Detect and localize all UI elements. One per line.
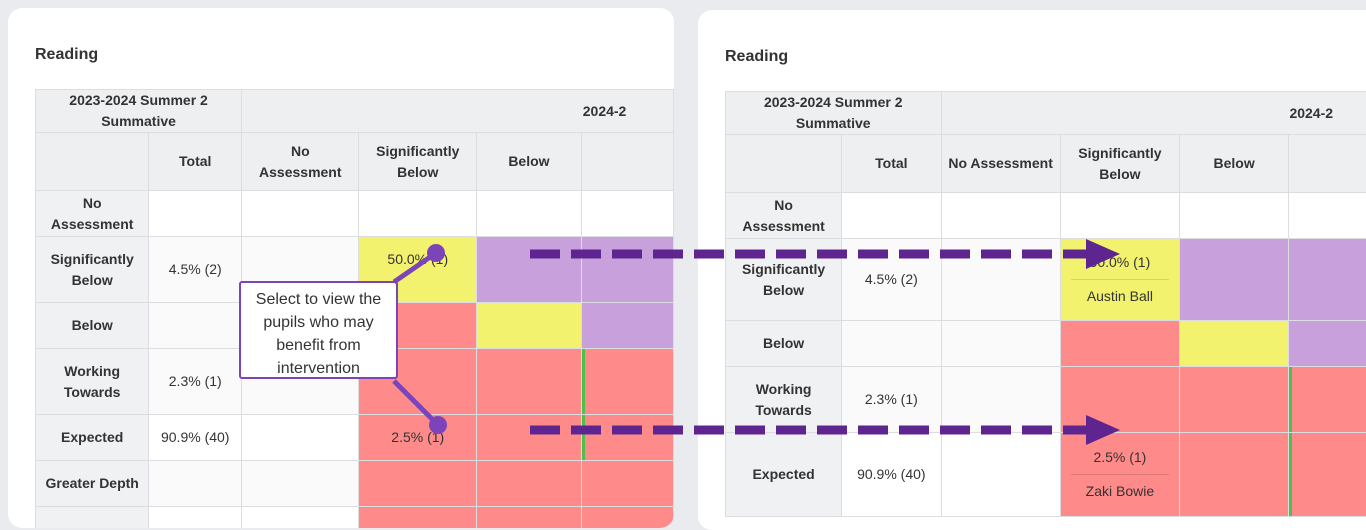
- total-cell: 90.9% (40): [841, 432, 942, 517]
- total-cell: 4.5% (2): [148, 236, 243, 303]
- row-header: Significantly Below: [34, 236, 150, 303]
- pupil-name-link[interactable]: Zaki Bowie: [1070, 474, 1170, 502]
- prior-assessment-header: 2023-2024 Summer 2 Summative: [34, 89, 243, 133]
- col-below: Below: [476, 132, 582, 191]
- col-no-assessment: No Assessment: [940, 134, 1061, 193]
- section-title: Reading: [35, 46, 99, 63]
- col-total: Total: [841, 134, 942, 193]
- transition-matrix-expanded: 2023-2024 Summer 2 Summative 2024-2 Total…: [724, 91, 1366, 517]
- cell-value: 2.5% (1): [1093, 449, 1147, 465]
- row-header: Expected: [724, 432, 843, 517]
- total-cell: 2.3% (1): [841, 366, 942, 433]
- col-below: Below: [1179, 134, 1290, 193]
- col-total: Total: [148, 132, 243, 191]
- matrix-cell-link[interactable]: 2.5% (1): [358, 414, 478, 461]
- current-assessment-header: 2024-2: [241, 89, 674, 133]
- row-header: Below: [34, 302, 150, 349]
- section-title: Reading: [725, 48, 789, 65]
- row-header: No Assessment: [724, 192, 843, 239]
- callout-pointer-line: [392, 379, 440, 427]
- pointer-dot: [427, 244, 445, 262]
- pointer-dot: [429, 416, 447, 434]
- current-assessment-header: 2024-2: [940, 91, 1366, 135]
- annotation-overlay: [392, 239, 1120, 445]
- row-header: No Assessment: [34, 190, 150, 237]
- prior-assessment-header: 2023-2024 Summer 2 Summative: [725, 91, 942, 135]
- row-header: Below: [724, 320, 843, 367]
- pupil-name-link[interactable]: Austin Ball: [1070, 279, 1170, 307]
- col-significantly-below: Significantly Below: [1059, 134, 1181, 193]
- total-cell: 90.9% (40): [148, 414, 243, 461]
- matrix-cell-expanded[interactable]: 2.5% (1) Zaki Bowie: [1059, 432, 1181, 517]
- reading-panel-after: Reading 2023-2024 Summer 2 Summative 2024…: [698, 10, 1366, 530]
- row-header: Working Towards: [724, 366, 843, 433]
- col-no-assessment: No Assessment: [241, 132, 360, 191]
- row-header: Working Towards: [34, 348, 150, 415]
- annotation-callout: Select to view the pupils who may benefi…: [239, 281, 398, 379]
- arrow-head: [1086, 239, 1120, 269]
- row-header: Greater Depth: [34, 460, 150, 507]
- arrow-head: [1086, 415, 1120, 445]
- col-significantly-below: Significantly Below: [358, 132, 478, 191]
- total-cell: 2.3% (1): [148, 348, 243, 415]
